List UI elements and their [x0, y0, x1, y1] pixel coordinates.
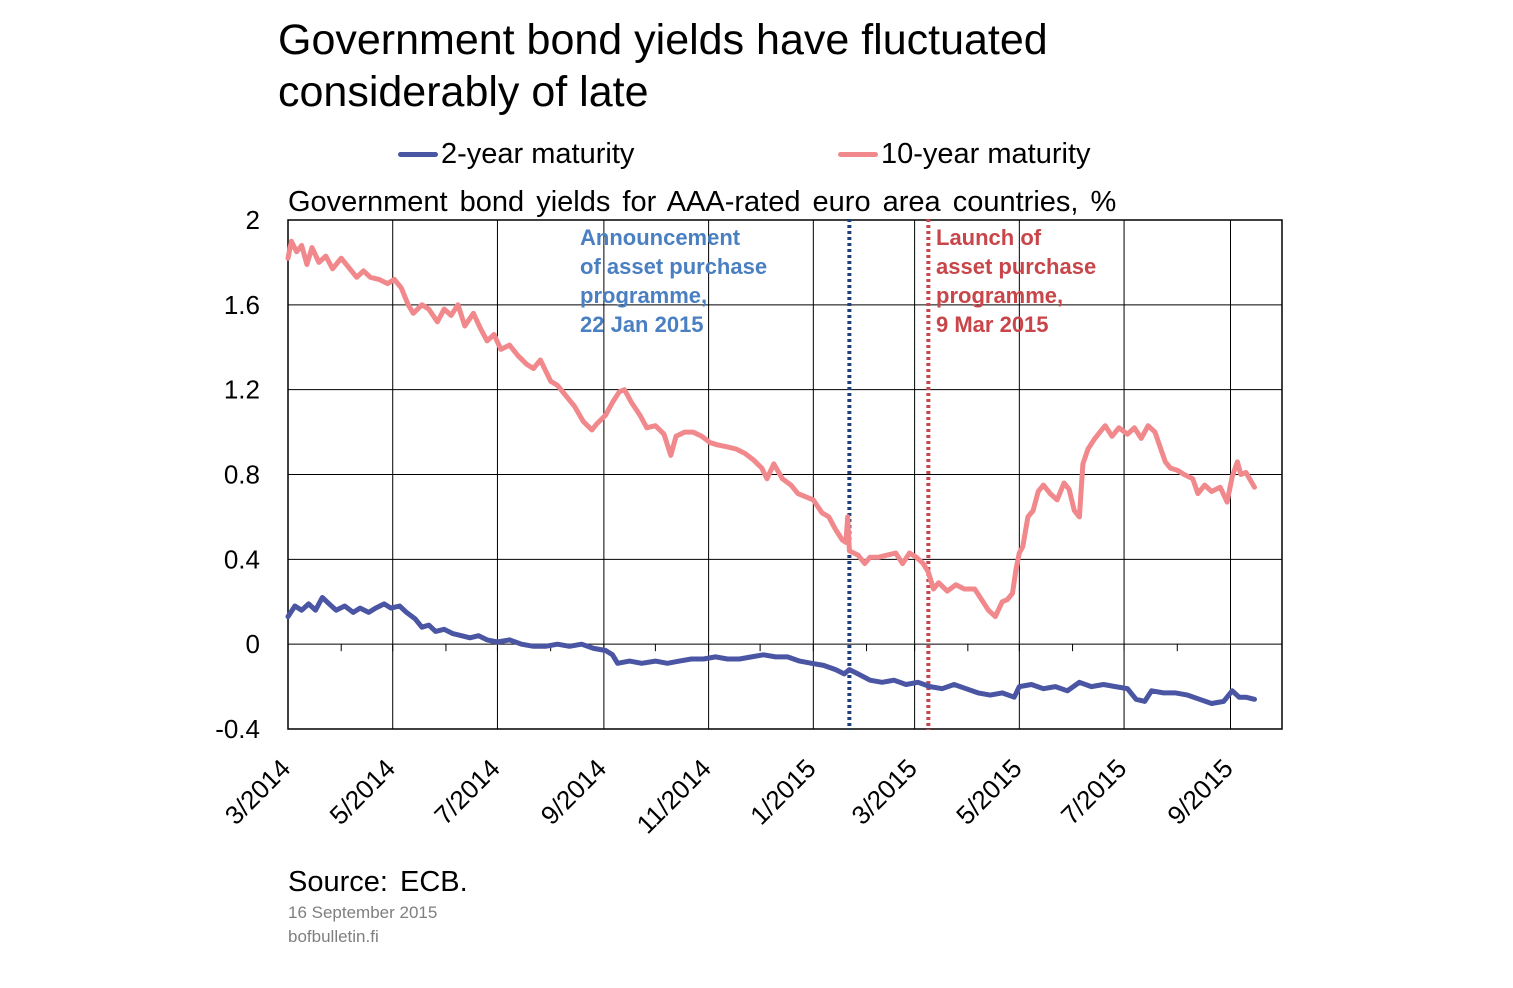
annotation-launch-line: asset purchase	[936, 254, 1096, 279]
annotation-announcement-line: Announcement	[580, 225, 741, 250]
chart-subtitle: Government bond yields for AAA-rated eur…	[288, 186, 1117, 218]
x-tick-label: 5/2015	[950, 753, 1027, 830]
x-tick-label: 3/2014	[219, 753, 296, 830]
annotation-announcement-line: programme,	[580, 283, 707, 308]
legend-item-2-year: 2-year maturity	[398, 136, 634, 172]
legend-swatch-10-year	[838, 151, 878, 157]
annotation-launch-line: Launch of	[936, 225, 1042, 250]
y-tick-label: 0.8	[224, 460, 260, 490]
annotation-announcement-line: of asset purchase	[580, 254, 767, 279]
site-name: bofbulletin.fi	[288, 927, 379, 946]
y-tick-label: -0.4	[215, 714, 260, 744]
y-tick-label: 0	[246, 629, 260, 659]
publication-date: 16 September 2015	[288, 903, 438, 922]
annotation-launch-line: 9 Mar 2015	[936, 312, 1049, 337]
legend-swatch-2-year	[398, 151, 438, 157]
x-tick-label: 7/2015	[1055, 753, 1132, 830]
x-tick-label: 5/2014	[324, 753, 401, 830]
x-tick-label: 11/2014	[631, 753, 717, 839]
source-note: Source: ECB.	[288, 866, 468, 898]
y-tick-label: 0.4	[224, 544, 260, 574]
legend-label-2-year: 2-year maturity	[441, 137, 635, 170]
x-tick-label: 9/2014	[535, 753, 612, 830]
y-tick-label: 1.2	[224, 375, 260, 405]
chart-title: Government bond yields have fluctuated c…	[278, 16, 1048, 116]
x-tick-label: 9/2015	[1161, 753, 1238, 830]
legend-item-10-year: 10-year maturity	[838, 136, 1091, 172]
x-tick-label: 1/2015	[744, 753, 821, 830]
annotation-announcement-line: 22 Jan 2015	[580, 312, 704, 337]
y-tick-label: 1.6	[224, 290, 260, 320]
x-tick-label: 7/2014	[428, 753, 505, 830]
annotation-launch-line: programme,	[936, 283, 1063, 308]
legend-label-10-year: 10-year maturity	[881, 137, 1091, 170]
series-line-10-year	[285, 238, 1257, 620]
bond-yield-chart: -0.4 0 0.4 0.8 1.2 1.6 2 3/2014 5/2014 7/2014 9/20…	[215, 205, 1283, 839]
x-tick-label: 3/2015	[845, 753, 922, 830]
series-line-2-year	[285, 595, 1257, 706]
plot-frame	[287, 219, 1283, 730]
y-tick-label: 2	[246, 205, 260, 235]
